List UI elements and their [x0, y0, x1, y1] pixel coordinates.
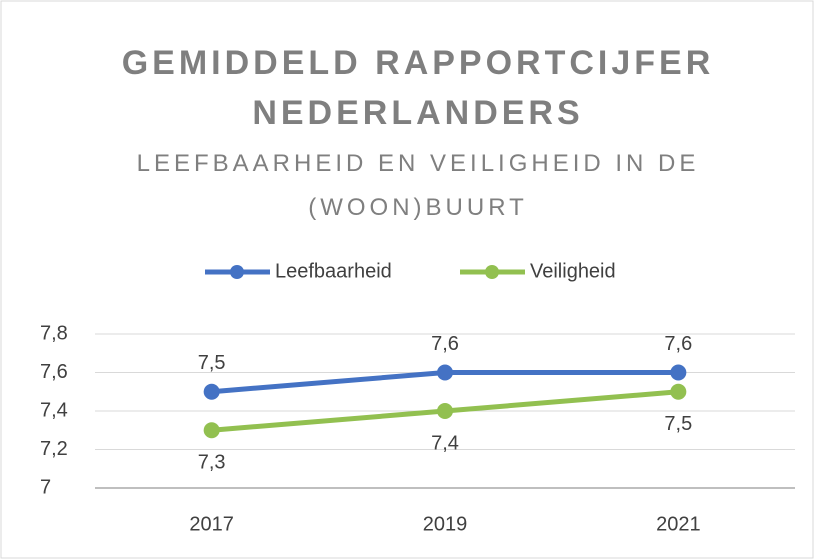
legend-marker [230, 265, 244, 279]
data-point [203, 383, 220, 400]
y-tick-label: 7,4 [40, 399, 68, 421]
chart-title: GEMIDDELD RAPPORTCIJFER NEDERLANDERS [121, 44, 715, 132]
data-label: 7,3 [198, 452, 226, 474]
data-label: 7,6 [431, 333, 459, 355]
chart-subtitle: LEEFBAARHEID EN VEILIGHEID IN DE (WOON)B… [136, 150, 700, 221]
y-tick-label: 7,2 [40, 438, 68, 460]
data-point [670, 383, 687, 400]
data-label: 7,5 [664, 413, 692, 435]
legend-label: Veiligheid [530, 260, 616, 282]
x-tick-label: 2017 [189, 513, 234, 535]
y-tick-label: 7,6 [40, 361, 68, 383]
legend-marker [485, 265, 499, 279]
data-point [670, 364, 687, 381]
y-tick-label: 7 [40, 476, 51, 498]
data-point [437, 364, 453, 381]
y-tick-label: 7,8 [40, 322, 68, 344]
x-tick-label: 2019 [423, 513, 468, 535]
x-tick-label: 2021 [656, 513, 701, 535]
data-label: 7,6 [664, 333, 692, 355]
data-point [203, 422, 220, 439]
legend-label: Leefbaarheid [275, 260, 392, 282]
data-point [437, 403, 453, 419]
data-label: 7,4 [431, 432, 459, 454]
data-label: 7,5 [198, 352, 226, 374]
